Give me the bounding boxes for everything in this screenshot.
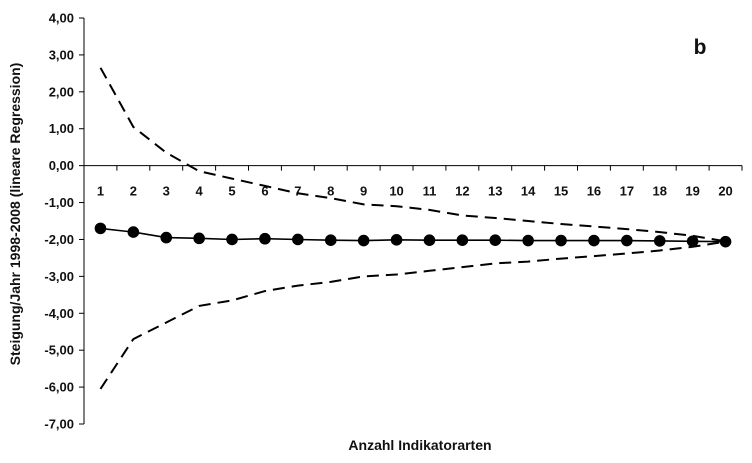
- x-tick-label: 9: [360, 184, 367, 199]
- x-tick-label: 5: [228, 184, 235, 199]
- series-point: [94, 222, 107, 235]
- series-line-2: [99, 67, 726, 243]
- y-tick-label: 1,00: [49, 121, 74, 136]
- x-tick-label: 20: [718, 184, 732, 199]
- series-point: [555, 234, 567, 247]
- series-point: [324, 234, 337, 246]
- x-tick-label: 8: [327, 184, 334, 199]
- series-point: [127, 226, 140, 238]
- x-tick-label: 16: [587, 184, 601, 199]
- series-point: [653, 235, 666, 247]
- x-tick-label: 10: [389, 184, 403, 199]
- series-point: [719, 235, 732, 248]
- y-tick-label: -5,00: [44, 343, 74, 358]
- x-tick-label: 6: [261, 184, 268, 199]
- y-axis-title: Steigung/Jahr 1998-2008 (lineare Regress…: [7, 63, 23, 366]
- series-point: [456, 234, 469, 246]
- series-point: [686, 235, 699, 248]
- x-tick-label: 18: [653, 184, 667, 199]
- marker-layer: [94, 222, 732, 248]
- axes-layer: [79, 17, 743, 425]
- series-point: [588, 234, 600, 247]
- series-point: [193, 232, 205, 245]
- x-tick-label: 11: [423, 184, 437, 199]
- x-tick-label: 15: [554, 184, 568, 199]
- y-tick-label: -1,00: [44, 195, 74, 210]
- x-tick-label: 4: [196, 184, 204, 199]
- x-tick-labels: 1 2 3 4 5 6 7 8 9 10 11 12 13 14 15 16 17 18 19 20: [97, 184, 733, 199]
- series-point: [621, 234, 633, 247]
- y-tick-label: 4,00: [49, 11, 74, 26]
- x-tick-label: 3: [163, 184, 170, 199]
- y-tick-label: -4,00: [44, 306, 74, 321]
- x-axis-title: Anzahl Indikatorarten: [348, 437, 491, 453]
- series-point: [423, 234, 436, 246]
- x-tick-label: 2: [130, 184, 137, 199]
- y-tick-label: 3,00: [49, 47, 74, 62]
- y-tick-label: -6,00: [44, 380, 74, 395]
- y-tick-label: 0,00: [49, 158, 74, 173]
- series-point: [259, 232, 271, 245]
- x-tick-label: 17: [620, 184, 634, 199]
- x-tick-label: 14: [521, 184, 536, 199]
- series-line-3: [99, 240, 726, 390]
- x-tick-label: 13: [488, 184, 502, 199]
- y-tick-labels: 4,00 3,00 2,00 1,00 0,00 -1,00 -2,00 -3,00 -4,00…: [44, 11, 74, 432]
- x-tick-label: 12: [455, 184, 469, 199]
- x-tick-label: 1: [97, 184, 104, 199]
- series-layer: [99, 67, 726, 390]
- panel-label: b: [694, 36, 707, 59]
- series-point: [522, 234, 534, 247]
- series-point: [489, 234, 502, 246]
- y-tick-label: -3,00: [44, 269, 74, 284]
- series-point: [160, 231, 173, 244]
- series-point: [226, 233, 238, 246]
- x-tick-label: 19: [685, 184, 699, 199]
- y-tick-label: 2,00: [49, 84, 74, 99]
- series-point: [292, 233, 304, 246]
- x-tick-label: 7: [294, 184, 301, 199]
- series-point: [357, 234, 370, 247]
- y-tick-label: -2,00: [44, 232, 74, 247]
- y-tick-label: -7,00: [44, 417, 74, 432]
- series-point: [390, 234, 403, 246]
